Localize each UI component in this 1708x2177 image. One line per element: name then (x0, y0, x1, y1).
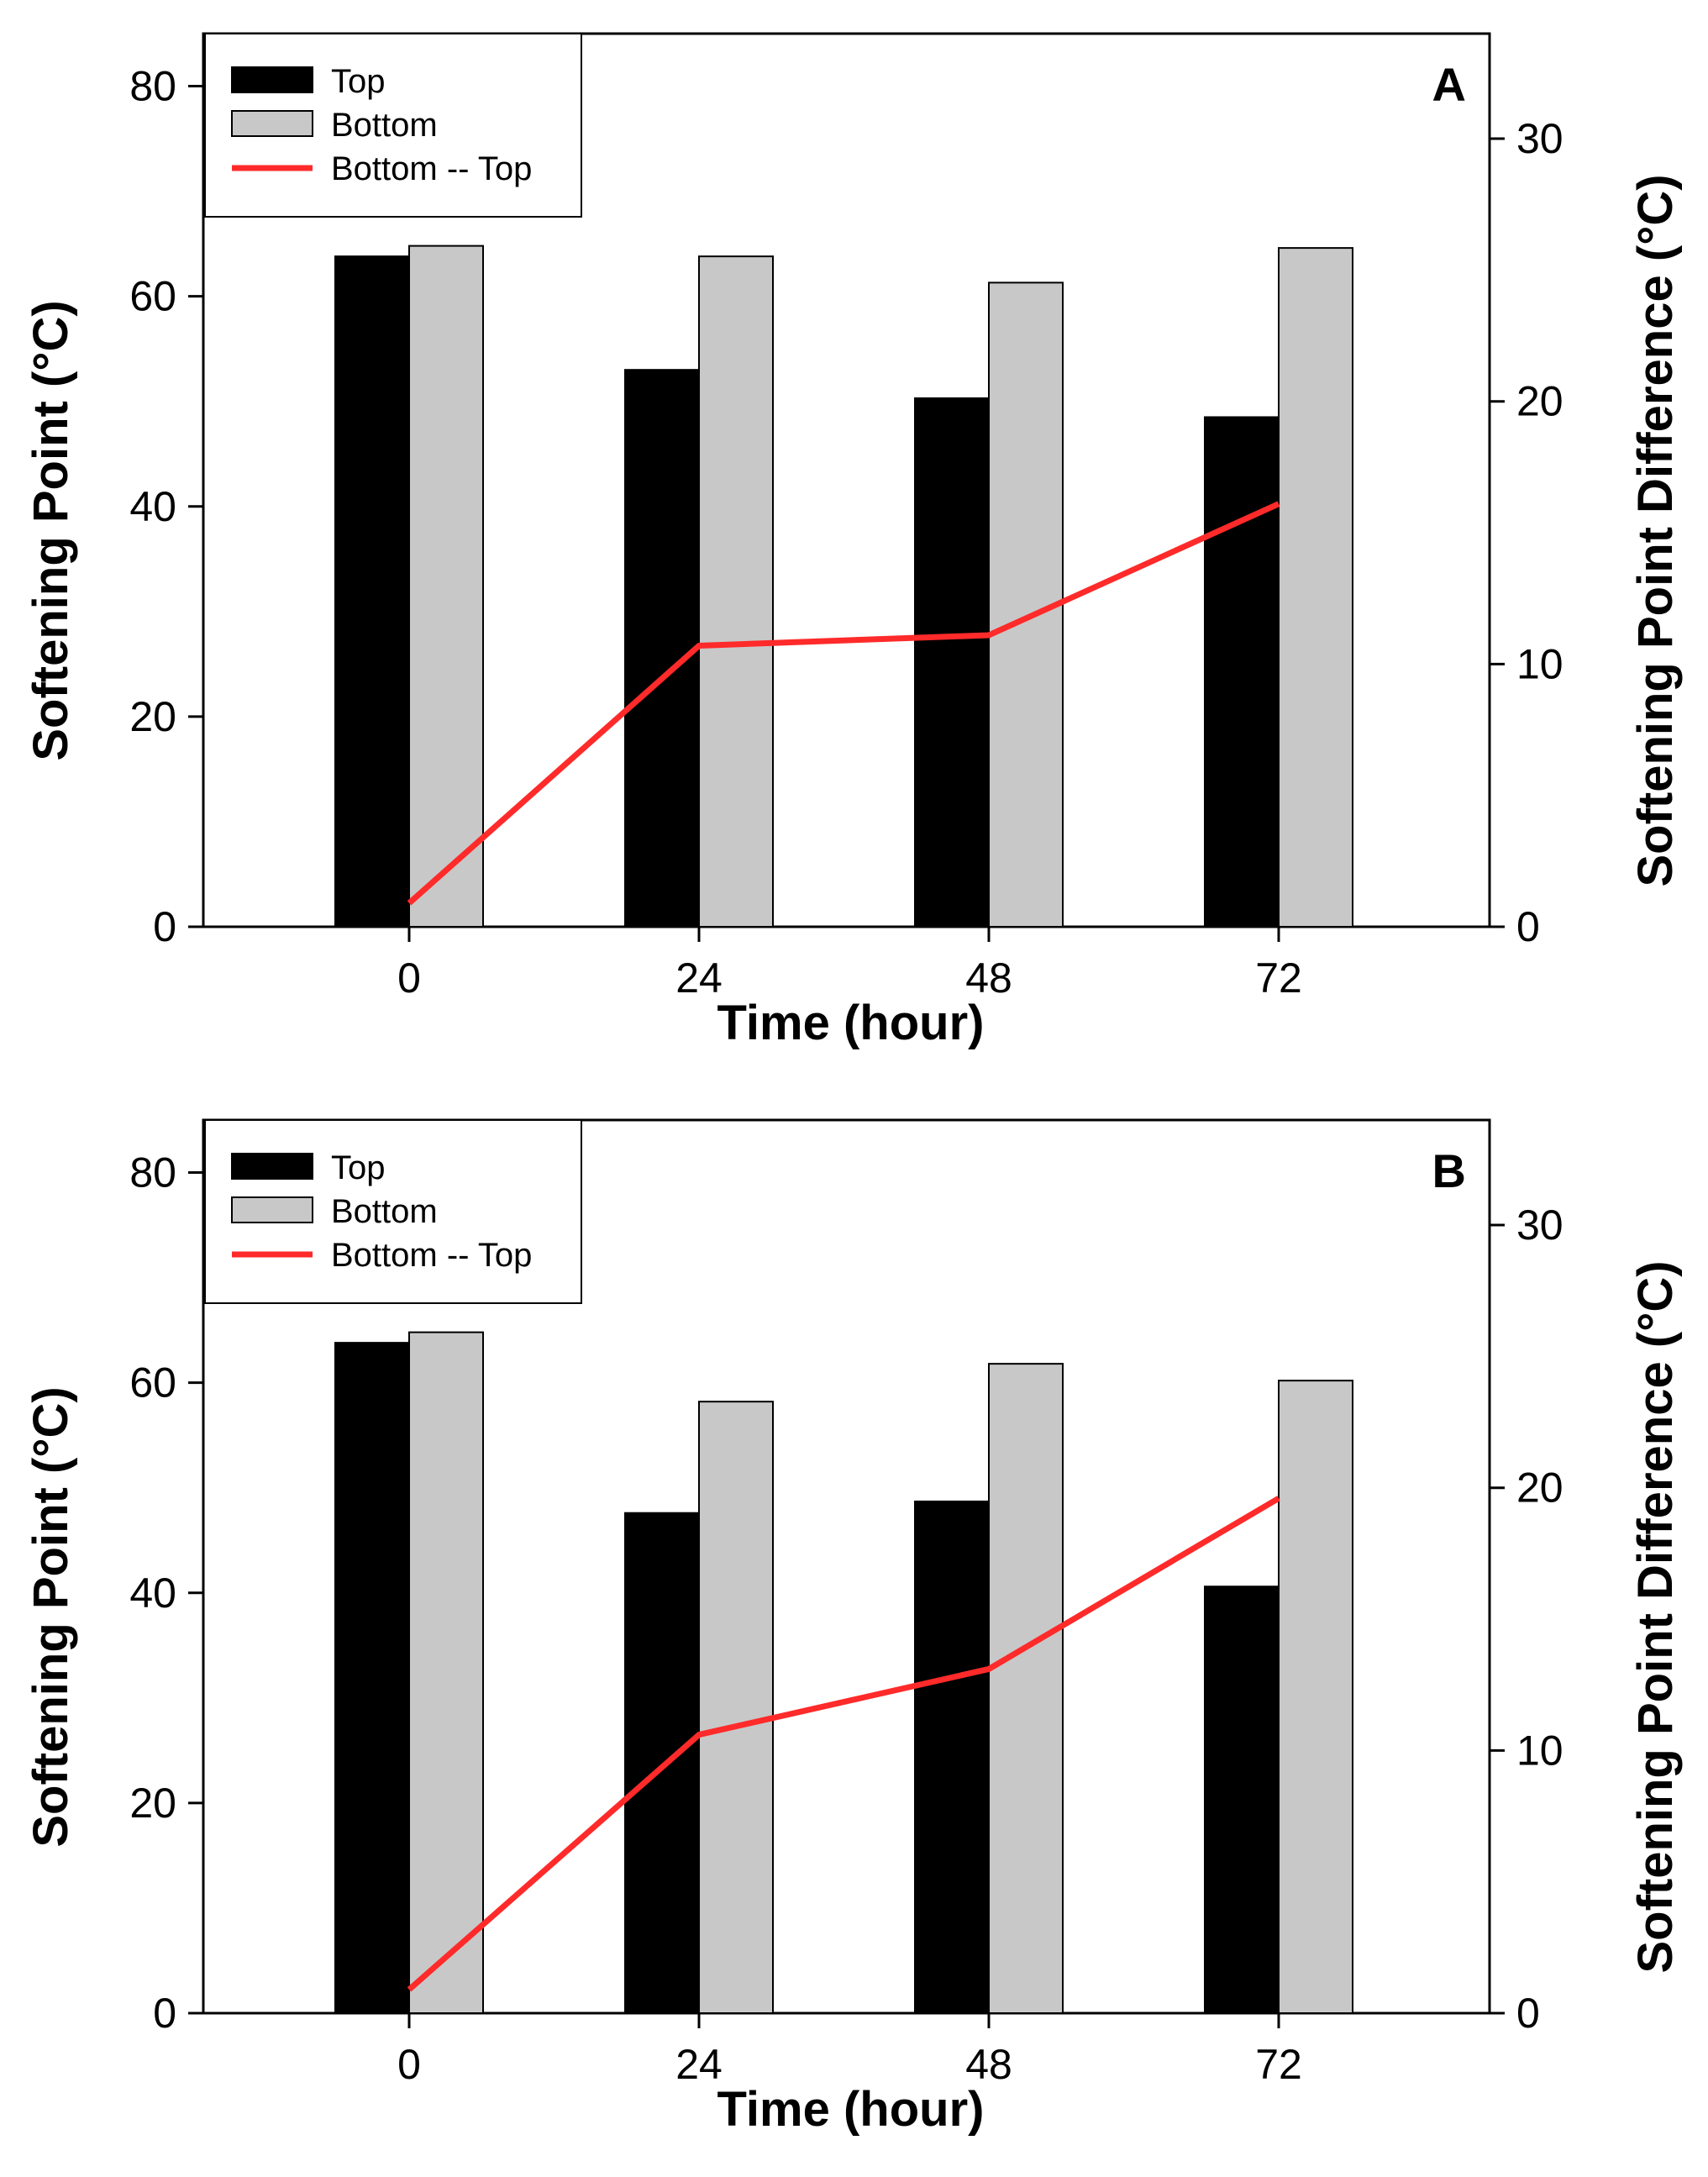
y-tick-label: 20 (129, 1780, 176, 1827)
legend-swatch-top (231, 66, 313, 93)
legend-label: Bottom -- Top (331, 150, 532, 187)
bar-top (624, 369, 700, 928)
y2-tick-label: 20 (1516, 1464, 1563, 1512)
y-axis-title: Softening Point (°C) (24, 300, 78, 760)
legend-label: Bottom -- Top (331, 1237, 532, 1274)
y2-tick-label: 20 (1516, 378, 1563, 425)
y2-tick-label: 10 (1516, 1727, 1563, 1774)
y2-tick-label: 30 (1516, 115, 1563, 162)
x-axis-title: Time (hour) (717, 2082, 985, 2137)
y-tick-label: 0 (153, 1990, 176, 2037)
x-tick-label: 24 (675, 2041, 723, 2088)
legend: Top Bottom Bottom -- Top (204, 1119, 582, 1304)
bar-bottom (1278, 1380, 1353, 2014)
y-tick-label: 40 (129, 1570, 176, 1617)
y2-tick-label: 30 (1516, 1202, 1563, 1249)
panel-label: A (1432, 58, 1466, 111)
x-tick-label: 72 (1255, 954, 1302, 1002)
bar-top (914, 397, 990, 928)
legend-box (204, 33, 582, 218)
y2-tick-label: 0 (1516, 903, 1540, 950)
legend-swatch-bottom (231, 110, 313, 137)
x-tick-label: 48 (965, 2041, 1012, 2088)
plot-frame (202, 1118, 1491, 2015)
y-tick-label: 20 (129, 693, 176, 740)
bar-bottom (988, 1363, 1064, 2014)
chart-b-svg: 0 20 40 60 80 0 10 20 30 0 24 48 72 Top Bottom Bottom … (24, 1118, 1683, 2137)
x-tick-label: 0 (397, 954, 421, 1002)
bar-bottom (408, 1331, 484, 2014)
plot-frame (202, 32, 1491, 928)
y2-axis-title: Softening Point Difference (°C) (1628, 174, 1683, 886)
legend-label: Bottom (331, 1193, 438, 1230)
y-tick-label: 60 (129, 273, 176, 320)
x-tick-label: 0 (397, 2041, 421, 2088)
legend-label: Bottom (331, 107, 438, 144)
legend: Top Bottom Bottom -- Top (204, 33, 582, 218)
bar-top (1204, 416, 1280, 928)
bar-bottom (408, 245, 484, 928)
x-tick-label: 24 (675, 954, 723, 1002)
y2-tick-label: 10 (1516, 640, 1563, 687)
y-tick-label: 60 (129, 1359, 176, 1407)
bar-top (334, 255, 410, 928)
line-bottom-minus-top (407, 1496, 1280, 1992)
bar-bottom (1278, 247, 1353, 928)
legend-label: Top (331, 63, 386, 100)
y-tick-label: 40 (129, 483, 176, 530)
bar-bottom (698, 1401, 774, 2014)
chart-panel-b: 0 20 40 60 80 0 10 20 30 0 24 48 72 Top Bottom Bottom … (0, 1086, 1708, 2173)
y-tick-label: 80 (129, 63, 176, 110)
x-tick-label: 48 (965, 954, 1012, 1002)
y-axis-title: Softening Point (°C) (24, 1386, 78, 1847)
bar-top (1204, 1585, 1280, 2014)
line-bottom-minus-top (407, 501, 1280, 906)
bar-top (334, 1342, 410, 2014)
chart-panel-a: 0 20 40 60 80 0 10 20 30 0 24 48 72 Top Bottom Bottom … (0, 0, 1708, 1086)
legend-label: Top (331, 1149, 386, 1186)
y-tick-label: 80 (129, 1149, 176, 1196)
y-tick-label: 0 (153, 903, 176, 950)
bar-bottom (698, 255, 774, 928)
x-tick-label: 72 (1255, 2041, 1302, 2088)
legend-swatch-top (231, 1153, 313, 1180)
y2-axis-title: Softening Point Difference (°C) (1628, 1260, 1683, 1973)
bar-top (914, 1500, 990, 2015)
bar-top (624, 1512, 700, 2015)
panel-label: B (1432, 1144, 1466, 1197)
x-axis-title: Time (hour) (717, 996, 985, 1050)
legend-swatch-bottom (231, 1196, 313, 1223)
y2-tick-label: 0 (1516, 1990, 1540, 2037)
chart-a-svg: 0 20 40 60 80 0 10 20 30 0 24 48 72 Top Bottom Bottom … (24, 32, 1683, 1050)
